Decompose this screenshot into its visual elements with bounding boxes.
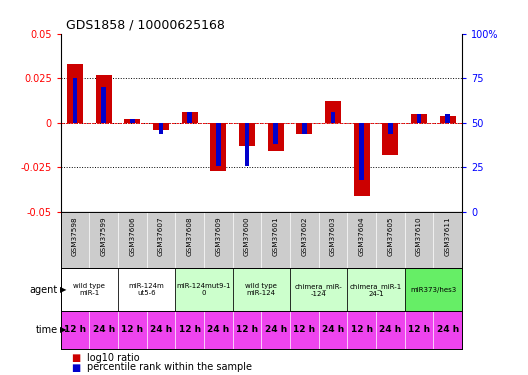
Bar — [297, 123, 312, 134]
Bar — [325, 102, 341, 123]
Text: GSM37602: GSM37602 — [301, 216, 307, 256]
Bar — [73, 78, 78, 123]
Text: GSM37609: GSM37609 — [215, 216, 221, 256]
Bar — [153, 123, 169, 130]
Bar — [417, 114, 421, 123]
Bar — [125, 119, 140, 123]
Bar — [101, 87, 106, 123]
Text: 24 h: 24 h — [92, 326, 115, 334]
Bar — [347, 268, 404, 311]
Bar — [445, 114, 450, 123]
Text: miR373/hes3: miR373/hes3 — [410, 286, 457, 292]
Text: 12 h: 12 h — [178, 326, 201, 334]
Text: ▶: ▶ — [60, 285, 67, 294]
Text: GDS1858 / 10000625168: GDS1858 / 10000625168 — [66, 19, 225, 32]
Bar — [411, 114, 427, 123]
Text: GSM37606: GSM37606 — [129, 216, 135, 256]
Text: 12 h: 12 h — [236, 326, 258, 334]
Text: 24 h: 24 h — [150, 326, 172, 334]
Text: GSM37603: GSM37603 — [330, 216, 336, 256]
Text: GSM37598: GSM37598 — [72, 216, 78, 256]
Text: agent: agent — [30, 285, 58, 295]
Text: 12 h: 12 h — [64, 326, 86, 334]
Bar — [440, 116, 456, 123]
Text: miR-124m
ut5-6: miR-124m ut5-6 — [129, 283, 165, 296]
Text: GSM37601: GSM37601 — [272, 216, 279, 256]
Bar — [159, 123, 163, 134]
Text: GSM37607: GSM37607 — [158, 216, 164, 256]
Text: wild type
miR-124: wild type miR-124 — [246, 283, 277, 296]
Bar — [268, 123, 284, 152]
Text: 24 h: 24 h — [379, 326, 401, 334]
Bar — [360, 123, 364, 180]
Bar — [244, 123, 249, 166]
Bar — [118, 268, 175, 311]
Text: ■: ■ — [71, 353, 81, 363]
Text: 12 h: 12 h — [293, 326, 315, 334]
Text: GSM37599: GSM37599 — [101, 216, 107, 256]
Bar — [67, 64, 83, 123]
Bar — [239, 123, 255, 146]
Text: ■: ■ — [71, 363, 81, 372]
Text: 12 h: 12 h — [351, 326, 373, 334]
Text: chimera_miR-1
24-1: chimera_miR-1 24-1 — [350, 283, 402, 297]
Bar — [61, 268, 118, 311]
Text: GSM37604: GSM37604 — [359, 216, 365, 256]
Text: GSM37608: GSM37608 — [187, 216, 193, 256]
Text: ▶: ▶ — [60, 326, 67, 334]
Bar — [187, 112, 192, 123]
Bar — [274, 123, 278, 144]
Text: 24 h: 24 h — [208, 326, 230, 334]
Text: 12 h: 12 h — [408, 326, 430, 334]
Bar — [388, 123, 393, 134]
Bar — [182, 112, 197, 123]
Bar — [175, 268, 233, 311]
Text: 24 h: 24 h — [322, 326, 344, 334]
Text: GSM37610: GSM37610 — [416, 216, 422, 256]
Text: chimera_miR-
-124: chimera_miR- -124 — [295, 283, 343, 297]
Bar — [216, 123, 221, 166]
Bar — [302, 123, 307, 134]
Text: GSM37605: GSM37605 — [388, 216, 393, 256]
Text: GSM37600: GSM37600 — [244, 216, 250, 256]
Bar — [233, 268, 290, 311]
Bar — [130, 119, 135, 123]
Bar — [211, 123, 226, 171]
Bar — [382, 123, 398, 155]
Text: 24 h: 24 h — [265, 326, 287, 334]
Bar — [96, 75, 111, 123]
Text: 24 h: 24 h — [437, 326, 459, 334]
Text: miR-124mut9-1
0: miR-124mut9-1 0 — [177, 283, 231, 296]
Text: 12 h: 12 h — [121, 326, 144, 334]
Text: percentile rank within the sample: percentile rank within the sample — [87, 363, 252, 372]
Bar — [404, 268, 462, 311]
Text: log10 ratio: log10 ratio — [87, 353, 140, 363]
Text: time: time — [36, 325, 58, 335]
Bar — [354, 123, 370, 196]
Bar — [290, 268, 347, 311]
Bar — [331, 112, 335, 123]
Text: GSM37611: GSM37611 — [445, 216, 451, 256]
Text: wild type
miR-1: wild type miR-1 — [73, 283, 105, 296]
